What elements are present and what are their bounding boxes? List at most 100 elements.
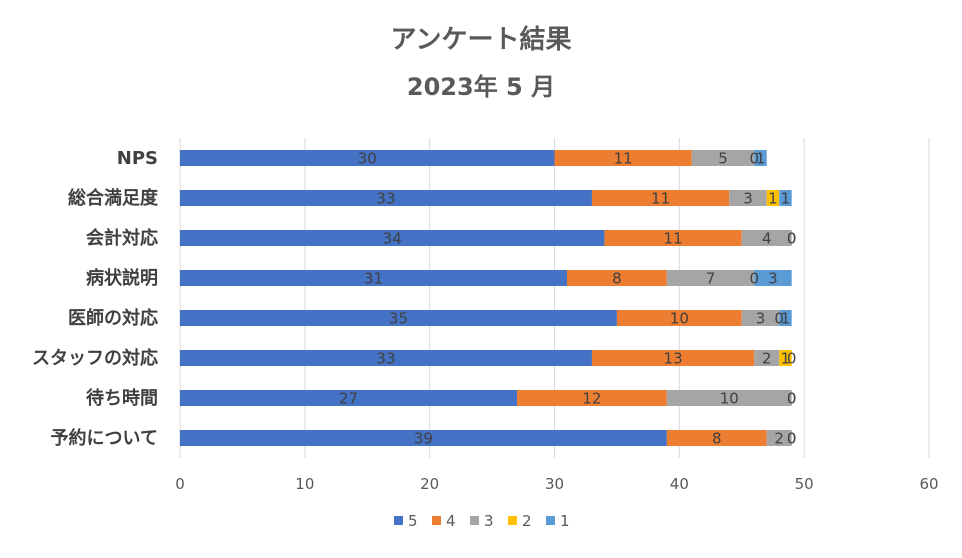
data-label-4: 8 (712, 430, 722, 448)
legend-label-3: 3 (484, 512, 494, 530)
category-label: NPS (117, 148, 158, 169)
bar-segment-5 (180, 390, 518, 406)
data-label-3: 10 (720, 390, 739, 408)
legend-swatch-1 (546, 516, 555, 525)
data-label-2: 1 (781, 350, 791, 368)
data-label-2: 0 (787, 390, 797, 408)
data-label-4: 11 (664, 230, 683, 248)
data-label-3: 2 (762, 350, 772, 368)
gridlines (179, 138, 930, 458)
data-label-5: 30 (358, 150, 377, 168)
data-label-3: 2 (774, 430, 784, 448)
bar-segment-4 (666, 430, 767, 446)
bar-segment-1 (754, 150, 767, 166)
category-label: 待ち時間 (86, 387, 158, 409)
data-label-4: 12 (582, 390, 601, 408)
data-label-2: 0 (787, 230, 797, 248)
data-label-1: 0 (787, 230, 797, 248)
data-label-5: 33 (376, 350, 395, 368)
legend-label-2: 2 (522, 512, 532, 530)
bar-segment-3 (754, 350, 780, 366)
bar-segment-3 (666, 270, 755, 286)
data-label-5: 39 (414, 430, 433, 448)
bar-segment-5 (180, 230, 605, 246)
bar-segment-4 (554, 150, 692, 166)
bar-segment-4 (616, 310, 742, 326)
bar-segment-4 (591, 350, 755, 366)
bar-segment-1 (779, 310, 792, 326)
data-label-2: 0 (749, 270, 759, 288)
x-tick-label: 40 (670, 475, 689, 493)
data-label-4: 13 (664, 350, 683, 368)
data-label-1: 1 (756, 150, 766, 168)
legend-swatch-2 (508, 516, 517, 525)
data-label-3: 7 (706, 270, 716, 288)
category-label: 会計対応 (86, 227, 158, 249)
bar-segment-5 (180, 350, 592, 366)
legend-swatch-4 (432, 516, 441, 525)
data-label-5: 27 (339, 390, 358, 408)
data-label-5: 31 (364, 270, 383, 288)
category-label: 病状説明 (86, 267, 158, 289)
data-label-4: 10 (670, 310, 689, 328)
bar-segment-5 (180, 430, 667, 446)
legend-label-4: 4 (446, 512, 456, 530)
bar-segment-4 (591, 190, 730, 206)
x-tick-label: 30 (545, 475, 564, 493)
bar-segment-1 (779, 190, 792, 206)
x-tick-label: 10 (295, 475, 314, 493)
legend-label-5: 5 (408, 512, 418, 530)
bars (180, 150, 792, 446)
category-label: 予約について (51, 427, 158, 449)
data-label-2: 0 (774, 310, 784, 328)
data-label-5: 35 (389, 310, 408, 328)
data-label-1: 0 (787, 350, 797, 368)
data-label-2: 1 (768, 190, 778, 208)
data-label-1: 0 (787, 390, 797, 408)
bar-segment-5 (180, 310, 617, 326)
data-label-3: 5 (718, 150, 728, 168)
category-label: 医師の対応 (68, 307, 158, 329)
legend-swatch-5 (394, 516, 403, 525)
bar-segment-5 (180, 270, 567, 286)
bar-segment-3 (729, 190, 767, 206)
bar-segment-4 (566, 270, 667, 286)
x-tick-label: 0 (175, 475, 185, 493)
bar-segment-3 (766, 430, 792, 446)
bar-segment-3 (741, 230, 792, 246)
chart-subtitle: 2023年 5 月 (407, 73, 555, 101)
bar-segment-1 (754, 270, 792, 286)
data-label-4: 11 (651, 190, 670, 208)
bar-segment-2 (766, 190, 780, 206)
data-label-1: 1 (781, 190, 791, 208)
data-label-1: 0 (787, 430, 797, 448)
x-tick-label: 60 (919, 475, 938, 493)
bar-segment-3 (691, 150, 755, 166)
x-tick-label: 20 (420, 475, 439, 493)
data-label-3: 3 (756, 310, 766, 328)
data-label-1: 1 (781, 310, 791, 328)
bar-segment-4 (604, 230, 742, 246)
data-label-3: 4 (762, 230, 772, 248)
legend-label-1: 1 (560, 512, 570, 530)
x-tick-label: 50 (795, 475, 814, 493)
bar-segment-3 (741, 310, 780, 326)
data-label-5: 33 (376, 190, 395, 208)
data-label-4: 8 (612, 270, 622, 288)
data-label-5: 34 (383, 230, 402, 248)
category-label: スタッフの対応 (32, 347, 158, 369)
chart-title: アンケート結果 (391, 24, 572, 55)
x-axis-tick-labels: 0 10 20 30 40 50 60 (175, 475, 938, 493)
bar-segment-5 (180, 150, 555, 166)
legend: 5 4 3 2 1 (394, 512, 570, 530)
legend-swatch-3 (470, 516, 479, 525)
bar-segment-4 (517, 390, 667, 406)
data-label-1: 3 (768, 270, 778, 288)
data-label-2: 0 (787, 430, 797, 448)
category-label: 総合満足度 (68, 187, 159, 209)
bar-segment-2 (779, 350, 792, 366)
